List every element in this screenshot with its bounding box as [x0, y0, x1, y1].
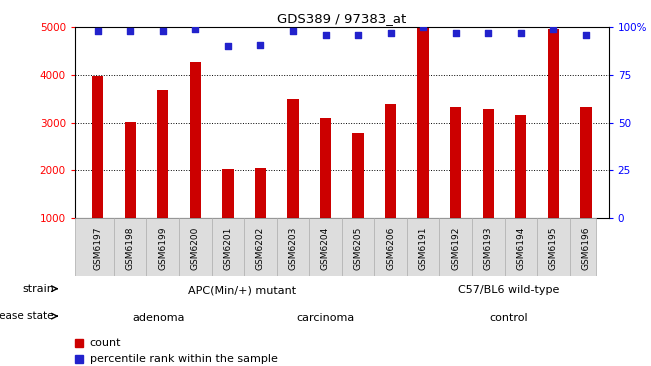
Text: control: control: [490, 313, 528, 322]
Point: [353, 32, 363, 38]
Text: GSM6192: GSM6192: [451, 227, 460, 270]
Bar: [352, 132, 364, 218]
Text: GSM6197: GSM6197: [93, 227, 102, 270]
Point: [92, 28, 103, 34]
Text: C57/BL6 wild-type: C57/BL6 wild-type: [458, 285, 559, 295]
Point: [320, 32, 331, 38]
Text: GSM6198: GSM6198: [126, 227, 135, 270]
Text: GSM6191: GSM6191: [419, 227, 428, 270]
Bar: [222, 169, 234, 218]
Point: [516, 30, 526, 36]
Bar: [385, 104, 396, 218]
Point: [288, 28, 298, 34]
Bar: [417, 29, 429, 218]
Text: carcinoma: carcinoma: [296, 313, 354, 322]
Text: GSM6201: GSM6201: [223, 227, 232, 270]
Text: GSM6200: GSM6200: [191, 227, 200, 270]
Text: GSM6202: GSM6202: [256, 227, 265, 270]
Text: GSM6195: GSM6195: [549, 227, 558, 270]
Text: GSM6196: GSM6196: [581, 227, 590, 270]
Point: [581, 32, 591, 38]
Bar: [482, 109, 494, 218]
Bar: [515, 115, 527, 218]
Point: [190, 26, 201, 32]
Title: GDS389 / 97383_at: GDS389 / 97383_at: [277, 12, 406, 25]
Text: GSM6205: GSM6205: [353, 227, 363, 270]
Point: [255, 42, 266, 48]
Text: GSM6206: GSM6206: [386, 227, 395, 270]
Bar: [157, 90, 169, 218]
Bar: [580, 107, 592, 218]
Text: count: count: [90, 339, 121, 348]
Bar: [124, 122, 136, 218]
Point: [158, 28, 168, 34]
Point: [125, 28, 135, 34]
Text: GSM6204: GSM6204: [321, 227, 330, 270]
Text: GSM6193: GSM6193: [484, 227, 493, 270]
Point: [385, 30, 396, 36]
Bar: [255, 168, 266, 218]
Text: GSM6194: GSM6194: [516, 227, 525, 270]
Point: [223, 44, 233, 49]
Text: APC(Min/+) mutant: APC(Min/+) mutant: [187, 285, 296, 295]
Bar: [450, 107, 462, 218]
Point: [450, 30, 461, 36]
Point: [418, 25, 428, 30]
Bar: [320, 118, 331, 218]
Bar: [547, 29, 559, 218]
Bar: [287, 99, 299, 218]
Point: [548, 26, 559, 32]
Point: [483, 30, 493, 36]
Text: GSM6199: GSM6199: [158, 227, 167, 270]
Bar: [92, 76, 104, 218]
Text: GSM6203: GSM6203: [288, 227, 298, 270]
Text: percentile rank within the sample: percentile rank within the sample: [90, 354, 278, 364]
Text: adenoma: adenoma: [132, 313, 184, 322]
Text: disease state: disease state: [0, 311, 54, 321]
Bar: [189, 62, 201, 218]
Text: strain: strain: [22, 284, 54, 294]
